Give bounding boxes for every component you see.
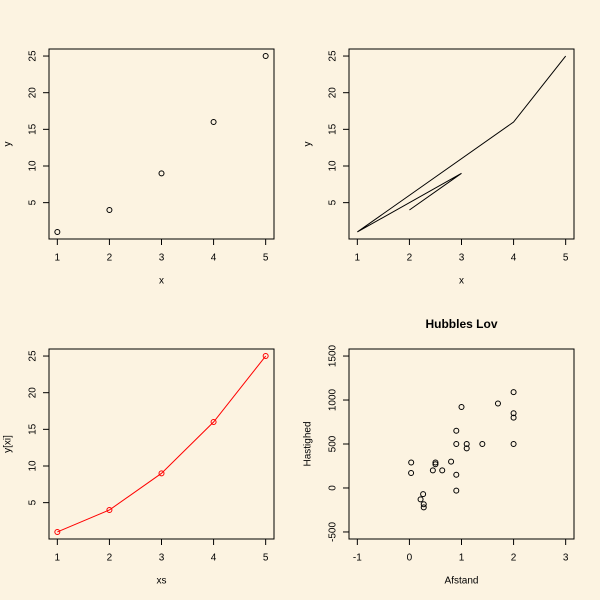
point <box>417 496 424 503</box>
line <box>57 355 267 533</box>
y-tick-label: 25 <box>28 50 39 62</box>
y-tick-label: 10 <box>28 460 39 472</box>
point <box>54 228 61 235</box>
point <box>448 458 455 465</box>
plot-box <box>348 48 575 240</box>
y-tick-label: 1500 <box>328 344 339 367</box>
y-axis-label: Hastighed <box>303 421 314 466</box>
point <box>210 419 217 426</box>
point <box>106 206 113 213</box>
y-tick-label: 5 <box>328 199 339 205</box>
x-tick-label: 1 <box>459 553 465 564</box>
point <box>262 53 269 60</box>
point <box>453 441 460 447</box>
x-axis-label: Afstand <box>445 576 479 587</box>
point <box>510 410 517 417</box>
point <box>432 461 439 468</box>
point <box>432 459 439 466</box>
x-tick-label: 3 <box>563 553 569 564</box>
line <box>357 55 567 233</box>
y-tick-label: 15 <box>28 123 39 135</box>
point <box>463 445 470 452</box>
x-tick-label: 5 <box>263 553 269 564</box>
x-tick-label: 0 <box>407 553 413 564</box>
y-tick-label: 20 <box>328 87 339 99</box>
point <box>479 441 486 447</box>
x-tick-label: 3 <box>459 253 465 264</box>
x-tick-label: 1 <box>55 253 61 264</box>
y-tick-label: 500 <box>328 435 339 452</box>
y-tick-label: 20 <box>28 87 39 99</box>
y-tick-label: 5 <box>28 199 39 205</box>
x-tick-label: 4 <box>211 553 217 564</box>
x-tick-label: -1 <box>353 553 362 564</box>
point <box>458 404 465 411</box>
y-tick-label: 5 <box>28 499 39 505</box>
point <box>262 353 269 360</box>
x-tick-label: 2 <box>511 553 517 564</box>
x-tick-label: 1 <box>55 553 61 564</box>
point <box>453 471 460 478</box>
x-tick-label: 3 <box>159 253 165 264</box>
y-tick-label: 0 <box>328 485 339 491</box>
y-axis-label: y[xi] <box>3 435 14 453</box>
x-tick-label: 2 <box>407 253 413 264</box>
point <box>106 506 113 513</box>
x-tick-label: 3 <box>159 553 165 564</box>
point <box>439 467 446 474</box>
point <box>429 467 436 474</box>
y-tick-label: 10 <box>328 160 339 172</box>
y-tick-label: 10 <box>28 160 39 172</box>
point <box>420 504 427 511</box>
y-axis-label: y <box>303 142 314 147</box>
plot-box <box>48 348 275 540</box>
y-tick-label: 15 <box>328 123 339 135</box>
x-tick-label: 2 <box>107 253 113 264</box>
point <box>510 441 517 447</box>
point <box>210 119 217 126</box>
point <box>158 170 165 177</box>
point <box>420 491 427 498</box>
x-tick-label: 4 <box>211 253 217 264</box>
point <box>510 414 517 421</box>
point <box>408 470 415 477</box>
point <box>54 528 61 535</box>
x-tick-label: 1 <box>355 253 361 264</box>
x-axis-label: x <box>459 276 464 287</box>
point <box>494 400 501 407</box>
y-tick-label: 25 <box>328 50 339 62</box>
y-tick-label: 15 <box>28 423 39 435</box>
point <box>453 487 460 494</box>
x-tick-label: 2 <box>107 553 113 564</box>
y-tick-label: -500 <box>328 522 339 542</box>
point <box>420 501 427 508</box>
point <box>453 427 460 434</box>
point <box>463 441 470 447</box>
x-axis-label: x <box>159 276 164 287</box>
point <box>510 389 517 396</box>
x-tick-label: 5 <box>563 253 569 264</box>
y-axis-label: y <box>3 142 14 147</box>
x-axis-label: xs <box>157 576 167 587</box>
plot-box <box>348 348 575 540</box>
chart-title: Hubbles Lov <box>425 317 497 331</box>
y-tick-label: 25 <box>28 350 39 362</box>
y-tick-label: 20 <box>28 387 39 399</box>
point <box>408 459 415 466</box>
point <box>158 470 165 477</box>
x-tick-label: 5 <box>263 253 269 264</box>
x-tick-label: 4 <box>511 253 517 264</box>
plot-box <box>48 48 275 240</box>
y-tick-label: 1000 <box>328 388 339 411</box>
